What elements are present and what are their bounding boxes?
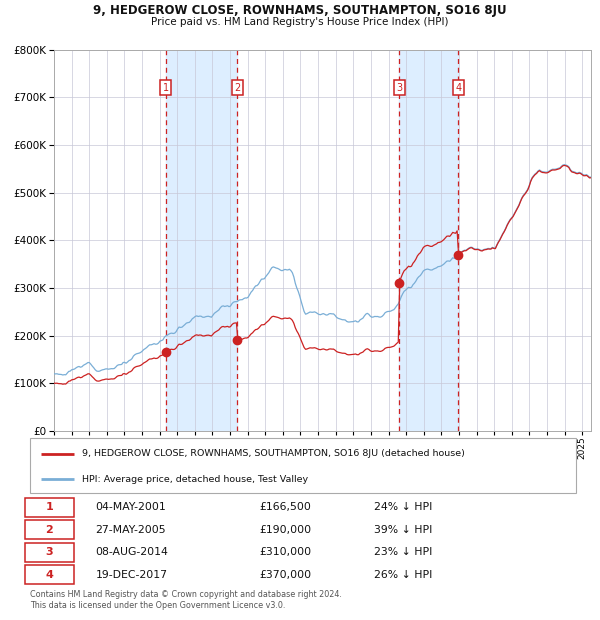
Text: This data is licensed under the Open Government Licence v3.0.: This data is licensed under the Open Gov… <box>30 601 286 611</box>
Text: 19-DEC-2017: 19-DEC-2017 <box>95 570 167 580</box>
Text: 9, HEDGEROW CLOSE, ROWNHAMS, SOUTHAMPTON, SO16 8JU (detached house): 9, HEDGEROW CLOSE, ROWNHAMS, SOUTHAMPTON… <box>82 449 465 458</box>
FancyBboxPatch shape <box>30 438 576 493</box>
Text: 2: 2 <box>234 82 241 93</box>
Text: 08-AUG-2014: 08-AUG-2014 <box>95 547 169 557</box>
FancyBboxPatch shape <box>25 543 74 562</box>
Text: 23% ↓ HPI: 23% ↓ HPI <box>374 547 433 557</box>
Text: 2: 2 <box>45 525 53 534</box>
Text: £190,000: £190,000 <box>259 525 311 534</box>
Text: 39% ↓ HPI: 39% ↓ HPI <box>374 525 433 534</box>
Text: 04-MAY-2001: 04-MAY-2001 <box>95 502 166 512</box>
Text: 26% ↓ HPI: 26% ↓ HPI <box>374 570 433 580</box>
Bar <box>166 50 237 431</box>
Text: £166,500: £166,500 <box>259 502 311 512</box>
Text: 4: 4 <box>455 82 461 93</box>
FancyBboxPatch shape <box>25 565 74 584</box>
Text: £310,000: £310,000 <box>259 547 311 557</box>
Bar <box>399 50 458 431</box>
Text: 1: 1 <box>163 82 169 93</box>
Text: 1: 1 <box>45 502 53 512</box>
Text: HPI: Average price, detached house, Test Valley: HPI: Average price, detached house, Test… <box>82 475 308 484</box>
FancyBboxPatch shape <box>25 520 74 539</box>
Text: 9, HEDGEROW CLOSE, ROWNHAMS, SOUTHAMPTON, SO16 8JU: 9, HEDGEROW CLOSE, ROWNHAMS, SOUTHAMPTON… <box>93 4 507 17</box>
Text: 27-MAY-2005: 27-MAY-2005 <box>95 525 166 534</box>
Text: 3: 3 <box>396 82 402 93</box>
FancyBboxPatch shape <box>25 498 74 516</box>
Text: Price paid vs. HM Land Registry's House Price Index (HPI): Price paid vs. HM Land Registry's House … <box>151 17 449 27</box>
Text: 24% ↓ HPI: 24% ↓ HPI <box>374 502 433 512</box>
Text: £370,000: £370,000 <box>259 570 311 580</box>
Text: 3: 3 <box>45 547 53 557</box>
Text: Contains HM Land Registry data © Crown copyright and database right 2024.: Contains HM Land Registry data © Crown c… <box>30 590 342 600</box>
Text: 4: 4 <box>45 570 53 580</box>
